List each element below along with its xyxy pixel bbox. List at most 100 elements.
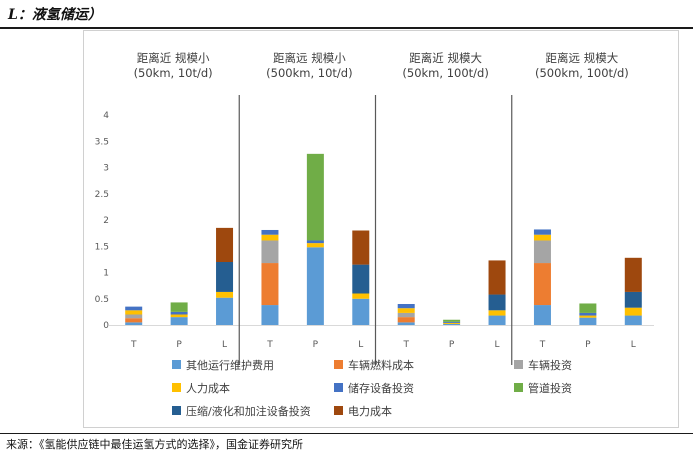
x-tick-label: L [358,340,363,350]
y-tick-label: 3.5 [95,137,109,147]
bar-segment [397,317,415,323]
bar-segment [216,227,234,262]
legend-swatch [172,406,181,415]
top-divider [0,27,693,29]
x-tick-label: P [449,340,455,350]
bar-segment [488,260,506,295]
bar-segment [397,312,415,318]
legend-label: 车辆燃料成本 [348,358,414,372]
x-tick-label: P [313,340,319,350]
group-subtitle: (500km, 100t/d) [535,66,629,80]
legend-label: 车辆投资 [528,358,572,372]
bar-segment [170,317,188,325]
bar-segment [443,323,461,325]
bar-segment [533,263,551,306]
bar-segment [170,314,188,318]
bar-segment [397,322,415,325]
bar-segment [125,310,143,315]
chart-frame: 00.511.522.533.54Ctotal/($·kg-1)距离近 规模小(… [83,30,679,428]
x-tick-label: T [266,340,273,350]
legend-swatch [514,360,523,369]
x-tick-label: T [539,340,546,350]
x-tick-label: T [402,340,409,350]
bar-segment [216,291,234,298]
legend-swatch [334,360,343,369]
y-tick-label: 1 [103,269,109,279]
y-tick-label: 3 [103,164,109,174]
group-subtitle: (50km, 100t/d) [402,66,488,80]
legend-label: 其他运行维护费用 [186,358,274,372]
group-subtitle: (50km, 10t/d) [134,66,213,80]
bar-segment [624,257,642,292]
bar-segment [624,307,642,316]
bar-segment [533,305,551,325]
bar-segment [216,297,234,325]
legend-swatch [172,383,181,392]
y-tick-label: 0.5 [95,295,109,305]
bar-segment [443,319,461,322]
header-text: L：液氢储运） [8,7,102,23]
y-tick-label: 2 [103,216,109,226]
legend-label: 管道投资 [528,381,572,395]
bar-segment [170,311,188,315]
bar-segment [533,234,551,241]
bar-segment [579,317,597,325]
bar-segment [125,318,143,323]
bar-segment [306,243,324,248]
y-tick-label: 4 [103,111,109,121]
bar-segment [352,230,370,265]
bar-segment [533,229,551,235]
group-title: 距离远 规模小 [273,51,346,65]
x-tick-label: T [130,340,137,350]
legend-label: 电力成本 [348,404,392,418]
y-tick-label: 1.5 [95,242,109,252]
bar-segment [125,322,143,325]
group-subtitle: (500km, 10t/d) [266,66,352,80]
bar-segment [352,264,370,294]
bar-segment [624,315,642,325]
bar-segment [216,262,234,292]
stacked-bar-chart: 00.511.522.533.54Ctotal/($·kg-1)距离近 规模小(… [95,51,654,418]
bar-segment [261,240,279,264]
bar-segment [261,305,279,325]
bar-segment [261,263,279,306]
bar-segment [488,310,506,316]
y-tick-label: 0 [103,321,109,331]
bar-segment [624,291,642,308]
legend-label: 人力成本 [186,381,230,395]
bar-segment [170,302,188,312]
bar-segment [261,229,279,235]
legend-label: 储存设备投资 [348,381,414,395]
bar-segment [397,308,415,313]
bar-segment [533,240,551,264]
group-title: 距离近 规模大 [409,51,482,65]
bar-segment [306,153,324,241]
bar-segment [352,293,370,299]
bar-segment [579,315,597,318]
legend-swatch [334,406,343,415]
bar-segment [352,298,370,325]
bar-segment [579,303,597,313]
bottom-divider [0,433,693,434]
y-tick-label: 2.5 [95,190,109,200]
bar-segment [306,240,324,244]
x-tick-label: L [631,340,636,350]
x-tick-label: L [222,340,227,350]
legend-swatch [172,360,181,369]
source-note: 来源：《氢能供应链中最佳运氢方式的选择》，国金证券研究所 [6,438,303,451]
legend-swatch [514,383,523,392]
legend-swatch [334,383,343,392]
x-tick-label: P [176,340,182,350]
bar-segment [125,306,143,311]
group-title: 距离近 规模小 [137,51,210,65]
group-title: 距离远 规模大 [546,51,619,65]
x-tick-label: L [495,340,500,350]
bar-segment [488,294,506,311]
bar-segment [443,321,461,323]
legend-label: 压缩/液化和加注设备投资 [186,404,311,418]
bar-segment [125,314,143,319]
bar-segment [443,322,461,324]
bar-segment [488,315,506,325]
bar-segment [397,304,415,309]
bar-segment [261,234,279,241]
